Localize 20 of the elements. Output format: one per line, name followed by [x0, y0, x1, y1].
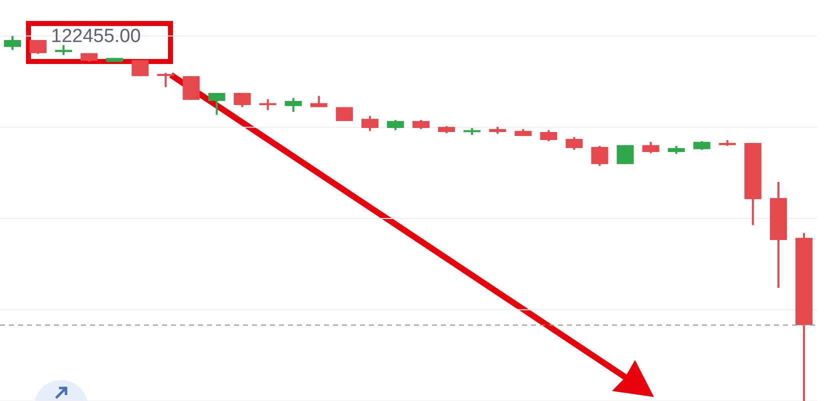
candlestick	[4, 36, 21, 51]
candlestick	[30, 39, 47, 55]
candlestick	[259, 98, 276, 112]
candlestick	[284, 97, 302, 113]
candlestick	[208, 92, 226, 116]
candlestick	[591, 144, 608, 167]
candlestick	[234, 92, 251, 108]
annotation: 122455.00	[51, 26, 141, 48]
candlestick	[336, 106, 353, 122]
candlestick	[55, 44, 72, 56]
candlestick	[361, 114, 378, 132]
candlestick	[642, 140, 660, 154]
candlestick	[566, 136, 583, 151]
candlestick	[182, 75, 200, 101]
candlestick	[412, 118, 430, 130]
candlestick	[132, 59, 149, 78]
candlestick	[157, 72, 174, 88]
candlestick	[540, 129, 558, 142]
candlestick	[616, 144, 634, 166]
candlestick	[386, 118, 404, 132]
